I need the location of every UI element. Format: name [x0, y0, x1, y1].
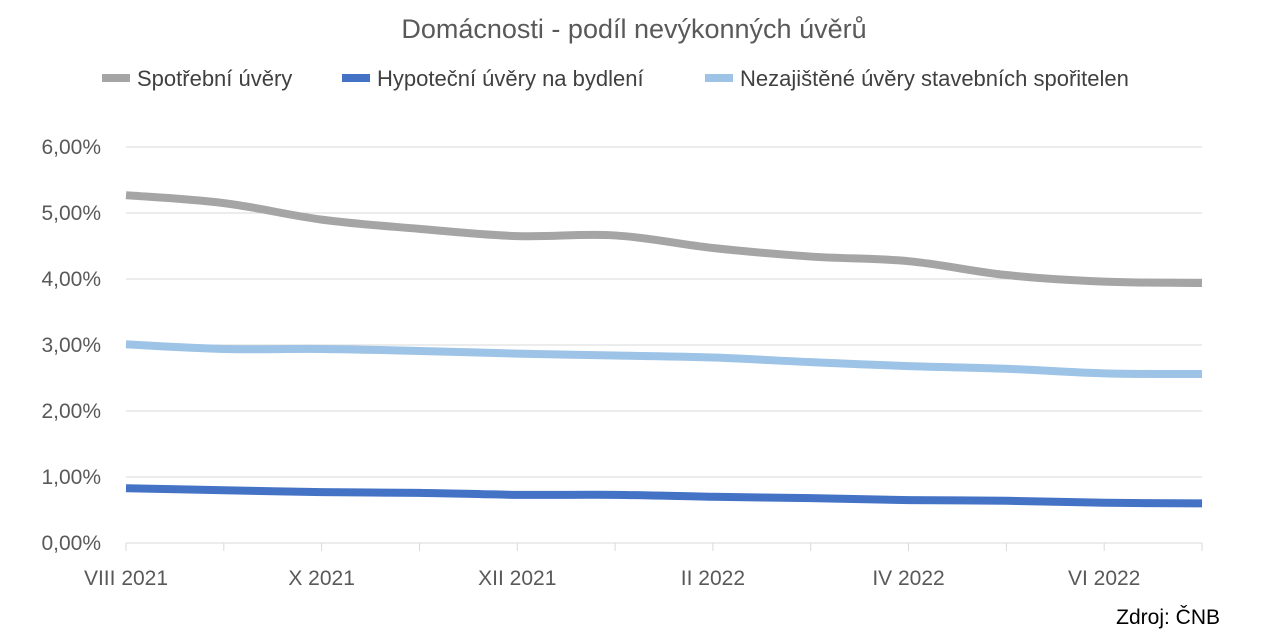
series-lines	[125, 191, 1203, 508]
x-tick-label: II 2022	[681, 567, 745, 590]
gridlines	[126, 146, 1202, 478]
x-tick-label: XII 2021	[478, 567, 556, 590]
y-axis-ticks: 0,00% 1,00% 2,00% 3,00% 4,00% 5,00% 6,00%	[41, 136, 101, 555]
series-line-nezajistene	[125, 340, 1203, 379]
series-line-spotrebni	[125, 191, 1203, 287]
y-tick-label: 6,00%	[41, 136, 101, 159]
y-tick-label: 5,00%	[41, 202, 101, 225]
y-tick-label: 0,00%	[41, 532, 101, 555]
x-tick-label: X 2021	[288, 567, 355, 590]
y-tick-label: 1,00%	[41, 466, 101, 489]
y-tick-label: 4,00%	[41, 268, 101, 291]
legend-label-hypotecni: Hypoteční úvěry na bydlení	[377, 66, 644, 91]
x-tick-label: VIII 2021	[84, 567, 168, 590]
series-line-hypotecni	[125, 484, 1203, 508]
legend-label-nezajistene: Nezajištěné úvěry stavebních spořitelen	[740, 66, 1129, 91]
legend: Spotřební úvěry Hypoteční úvěry na bydle…	[102, 66, 1129, 91]
y-tick-label: 3,00%	[41, 334, 101, 357]
legend-label-spotrebni: Spotřební úvěry	[137, 66, 292, 91]
x-tick-label: VI 2022	[1068, 567, 1140, 590]
chart-title: Domácnosti - podíl nevýkonných úvěrů	[401, 14, 866, 44]
source-note: Zdroj: ČNB	[1116, 606, 1220, 629]
x-axis: VIII 2021 X 2021 XII 2021 II 2022 IV 2022 VI …	[84, 542, 1203, 590]
y-tick-label: 2,00%	[41, 400, 101, 423]
x-tick-label: IV 2022	[872, 567, 944, 590]
